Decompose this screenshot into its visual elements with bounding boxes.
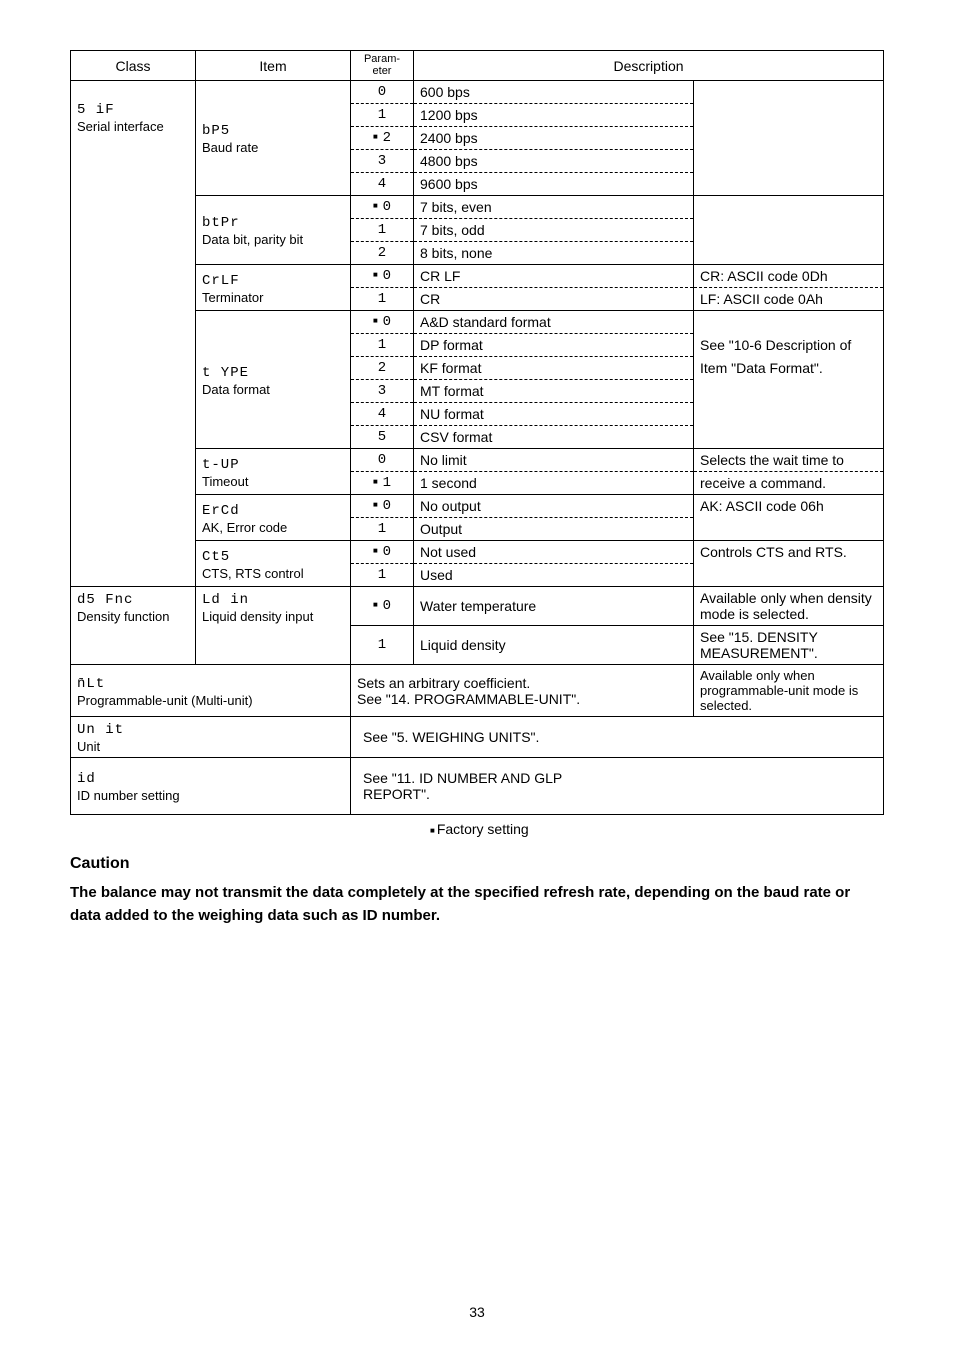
type-r0	[694, 311, 884, 334]
crlf-d0: CR LF	[414, 265, 694, 288]
ldin-r1: See "15. DENSITY MEASUREMENT".	[694, 626, 884, 665]
bps-d0: 600 bps	[414, 81, 694, 104]
ldin-p0: 0	[351, 587, 414, 626]
ldin-d1: Liquid density	[414, 626, 694, 665]
type-r2: Item "Data Format".	[694, 357, 884, 380]
crlf-r0: CR: ASCII code 0Dh	[694, 265, 884, 288]
btpr-d1: 7 bits, odd	[414, 219, 694, 242]
type-p5: 5	[351, 426, 414, 449]
page-number: 33	[0, 1304, 954, 1320]
cts-right: Controls CTS and RTS.	[694, 541, 884, 587]
crlf-d1: CR	[414, 288, 694, 311]
btpr-p2: 2	[351, 242, 414, 265]
hdr-item: Item	[196, 51, 351, 81]
ercd-p1: 1	[351, 518, 414, 541]
ercd-p0: 0	[351, 495, 414, 518]
type-p4: 4	[351, 403, 414, 426]
caution-heading: Caution	[70, 855, 884, 873]
item-ldin: Ld in Liquid density input	[196, 587, 351, 665]
btpr-p1: 1	[351, 219, 414, 242]
crlf-p0: 0	[351, 265, 414, 288]
sif-name: Serial interface	[77, 119, 164, 134]
bps-d2: 2400 bps	[414, 127, 694, 150]
ldin-r0: Available only when density mode is sele…	[694, 587, 884, 626]
ldin-d0: Water temperature	[414, 587, 694, 626]
btpr-p0: 0	[351, 196, 414, 219]
btpr-d2: 8 bits, none	[414, 242, 694, 265]
class-id: id ID number setting	[71, 758, 351, 815]
item-cts: Ct5 CTS, RTS control	[196, 541, 351, 587]
hdr-class: Class	[71, 51, 196, 81]
tup-p0: 0	[351, 449, 414, 472]
nlt-right: Available only when programmable-unit mo…	[694, 665, 884, 717]
btpr-d0: 7 bits, even	[414, 196, 694, 219]
cts-d0: Not used	[414, 541, 694, 564]
bps-d3: 4800 bps	[414, 150, 694, 173]
ercd-right: AK: ASCII code 06h	[694, 495, 884, 541]
type-p3: 3	[351, 380, 414, 403]
bps-p0: 0	[351, 81, 414, 104]
class-sif: 5 iF Serial interface	[71, 81, 196, 587]
ercd-d1: Output	[414, 518, 694, 541]
item-tup: t-UP Timeout	[196, 449, 351, 495]
type-d0: A&D standard format	[414, 311, 694, 334]
bps-p2: 2	[351, 127, 414, 150]
type-d2: KF format	[414, 357, 694, 380]
cts-p0: 0	[351, 541, 414, 564]
type-r1: See "10-6 Description of	[694, 334, 884, 357]
class-dsfnc: d5 Fnc Density function	[71, 587, 196, 665]
type-d1: DP format	[414, 334, 694, 357]
hdr-param: Param-eter	[351, 51, 414, 81]
item-btpr: btPr Data bit, parity bit	[196, 196, 351, 265]
crlf-r1: LF: ASCII code 0Ah	[694, 288, 884, 311]
class-unit: Un it Unit	[71, 717, 351, 758]
bps-p1: 1	[351, 104, 414, 127]
ldin-p1: 1	[351, 626, 414, 665]
bps-p3: 3	[351, 150, 414, 173]
tup-p1: 1	[351, 472, 414, 495]
type-d5: CSV format	[414, 426, 694, 449]
cts-p1: 1	[351, 564, 414, 587]
item-crlf: CrLF Terminator	[196, 265, 351, 311]
tup-r0: Selects the wait time to	[694, 449, 884, 472]
type-p2: 2	[351, 357, 414, 380]
bps-p4: 4	[351, 173, 414, 196]
nlt-mid: Sets an arbitrary coefficient.See "14. P…	[351, 665, 694, 717]
tup-d1: 1 second	[414, 472, 694, 495]
bps-d4: 9600 bps	[414, 173, 694, 196]
type-d3: MT format	[414, 380, 694, 403]
type-p1: 1	[351, 334, 414, 357]
id-desc: See "11. ID NUMBER AND GLPREPORT".	[351, 758, 884, 815]
bps-d1: 1200 bps	[414, 104, 694, 127]
param-table: Class Item Param-eter Description 5 iF S…	[70, 50, 884, 815]
class-nlt: n̄Lt Programmable-unit (Multi-unit)	[71, 665, 351, 717]
bps-right	[694, 81, 884, 196]
tup-r1: receive a command.	[694, 472, 884, 495]
item-ercd: ErCd AK, Error code	[196, 495, 351, 541]
item-bps: bP5 Baud rate	[196, 81, 351, 196]
hdr-desc: Description	[414, 51, 884, 81]
ercd-d0: No output	[414, 495, 694, 518]
type-p0: 0	[351, 311, 414, 334]
sif-seg: 5 iF	[77, 102, 115, 118]
type-r5	[694, 426, 884, 449]
item-type: t YPE Data format	[196, 311, 351, 449]
crlf-p1: 1	[351, 288, 414, 311]
factory-setting-legend: Factory setting	[430, 821, 884, 837]
tup-d0: No limit	[414, 449, 694, 472]
cts-d1: Used	[414, 564, 694, 587]
unit-desc: See "5. WEIGHING UNITS".	[351, 717, 884, 758]
caution-body: The balance may not transmit the data co…	[70, 881, 884, 928]
type-r4	[694, 403, 884, 426]
type-r3	[694, 380, 884, 403]
type-d4: NU format	[414, 403, 694, 426]
btpr-right	[694, 196, 884, 265]
